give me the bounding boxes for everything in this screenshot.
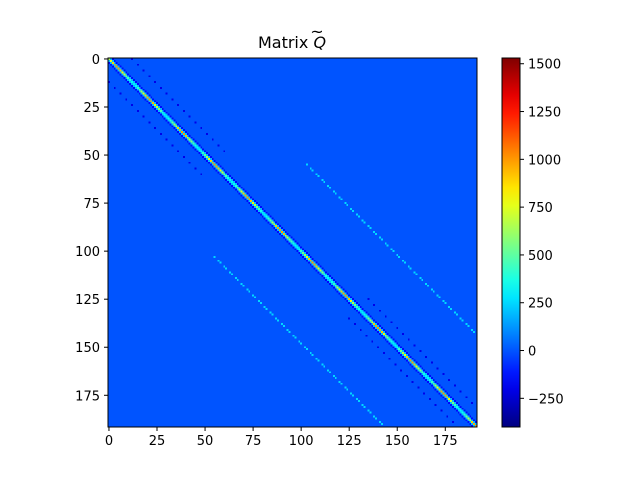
x-axis: 0 25 50 75 100 125 150 175: [105, 427, 458, 449]
x-tick-label: 100: [289, 434, 314, 449]
x-tick-label: 75: [245, 434, 262, 449]
colorbar-tick-label: −250: [528, 392, 564, 407]
x-tick-label: 125: [337, 434, 362, 449]
colorbar-axis: −250 0 250 500 750 1000 1250 1500: [520, 58, 564, 407]
y-tick-label: 175: [75, 389, 100, 404]
x-tick-label: 25: [149, 434, 166, 449]
x-tick-label: 50: [197, 434, 214, 449]
x-tick-label: 0: [105, 434, 113, 449]
y-tick-label: 50: [83, 149, 100, 164]
heatmap: [108, 58, 477, 427]
colorbar-tick-label: 750: [528, 201, 553, 216]
colorbar-tick-label: 1500: [528, 58, 561, 73]
y-tick-label: 75: [83, 197, 100, 212]
colorbar-tick-label: 500: [528, 249, 553, 264]
colorbar-tick-label: 250: [528, 297, 553, 312]
y-axis: 0 25 50 75 100 125 150 175: [75, 53, 108, 404]
y-tick-label: 150: [75, 341, 100, 356]
colorbar-tick-label: 1000: [528, 153, 561, 168]
heatmap-image: [108, 58, 477, 427]
y-tick-label: 125: [75, 293, 100, 308]
plot-frame: [107, 57, 478, 428]
x-tick-label: 175: [433, 434, 458, 449]
title-symbol: Q: [313, 33, 326, 52]
y-tick-label: 25: [83, 101, 100, 116]
x-tick-label: 150: [385, 434, 410, 449]
colorbar-tick-label: 1250: [528, 106, 561, 121]
title-accent: ~: [310, 22, 323, 41]
chart-title: Matrix Q: [258, 33, 326, 52]
colorbar: [501, 57, 521, 428]
title-prefix: Matrix: [258, 33, 313, 52]
y-tick-label: 0: [92, 53, 100, 68]
y-tick-label: 100: [75, 245, 100, 260]
colorbar-tick-label: 0: [528, 345, 536, 360]
